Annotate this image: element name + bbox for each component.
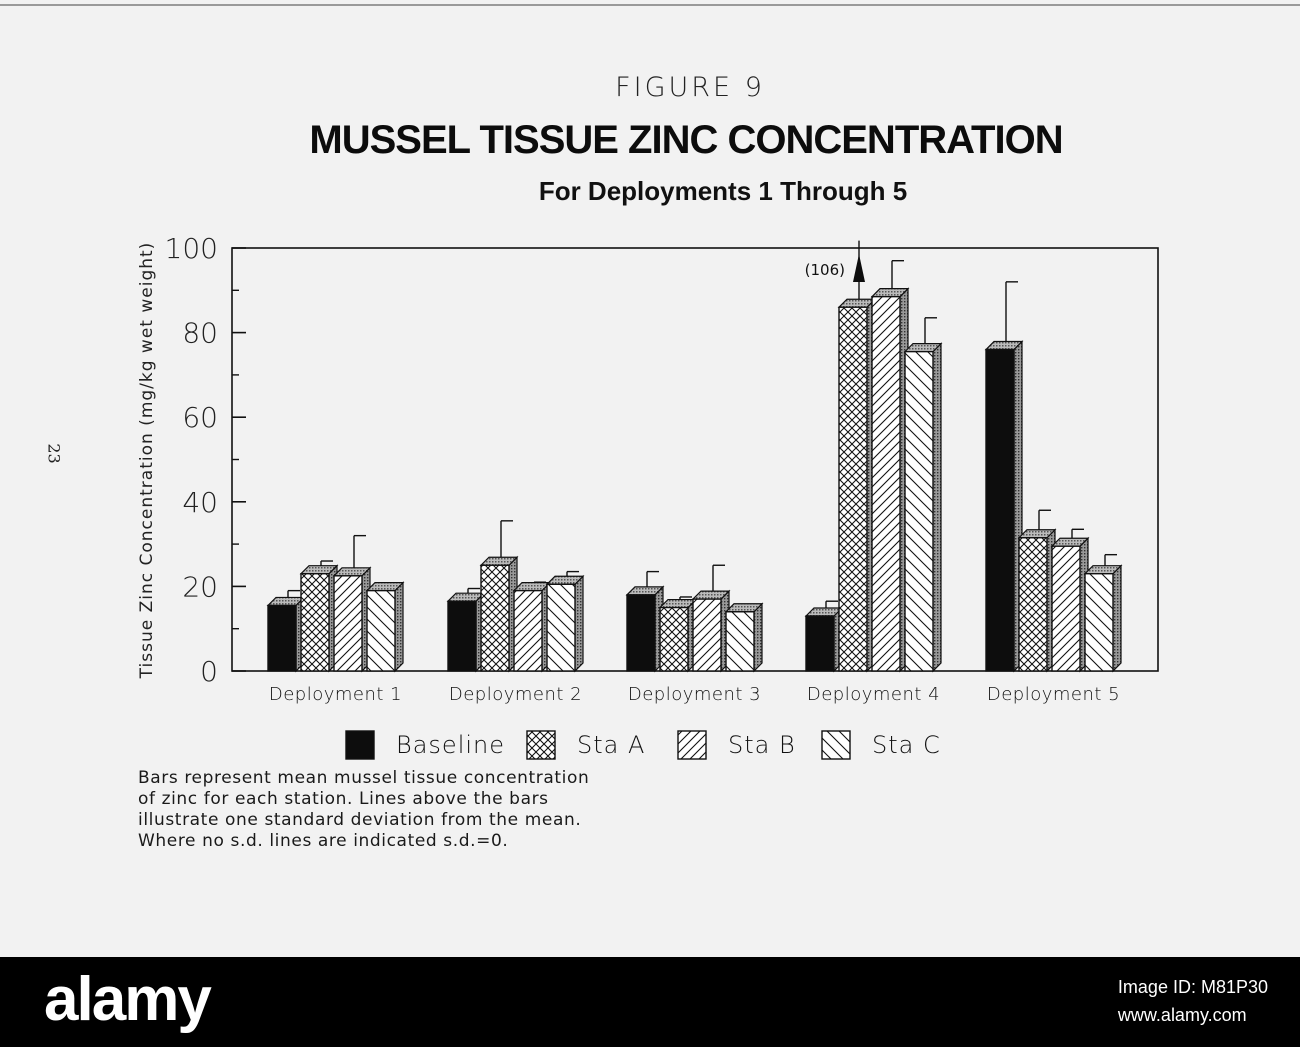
bar-sta-b	[691, 564, 731, 673]
bar-baseline	[984, 281, 1024, 673]
bar-side	[1112, 564, 1122, 673]
bar-front	[333, 575, 363, 672]
bar-front	[366, 589, 396, 672]
bar-front	[659, 606, 689, 672]
bar-front	[300, 573, 330, 672]
legend-item-sta-c: Sta C	[821, 730, 941, 760]
bar-front	[985, 348, 1015, 672]
x-category-label: Deployment 3	[628, 684, 761, 705]
caption-line: illustrate one standard deviation from t…	[138, 810, 582, 830]
bar-side	[753, 602, 763, 673]
legend-swatch	[345, 730, 375, 760]
image-id-block: Image ID: M81P30 www.alamy.com	[1118, 973, 1268, 1029]
y-tick-label: 100	[165, 232, 218, 265]
x-category-label: Deployment 1	[269, 684, 402, 705]
figure-label: FIGURE 9	[615, 72, 765, 103]
caption-line: Where no s.d. lines are indicated s.d.=0…	[138, 831, 509, 851]
bar-baseline	[804, 600, 844, 673]
bar-sta-a	[479, 520, 519, 673]
legend-item-baseline: Baseline	[345, 730, 505, 760]
bar-side	[932, 342, 942, 673]
legend-swatch	[677, 730, 707, 760]
bar-front	[725, 611, 755, 672]
page-top-rule	[0, 4, 1300, 6]
legend-label: Sta B	[728, 731, 796, 759]
bar-front	[626, 594, 656, 672]
bar-front	[805, 615, 835, 672]
caption-line: of zinc for each station. Lines above th…	[138, 789, 549, 809]
bar-front	[513, 589, 543, 672]
bar-baseline	[625, 570, 665, 673]
bar-sta-a	[1017, 509, 1057, 673]
caption-line: Bars represent mean mussel tissue concen…	[138, 768, 590, 788]
bar-front	[1084, 573, 1114, 672]
bar-front	[904, 350, 934, 672]
x-category-label: Deployment 5	[987, 684, 1120, 705]
chart-subtitle: For Deployments 1 Through 5	[538, 176, 908, 206]
y-tick-label: 60	[182, 401, 218, 434]
y-axis-label: Tissue Zinc Concentration (mg/kg wet wei…	[137, 242, 157, 680]
bar-baseline	[446, 587, 486, 673]
bar-sta-b	[870, 259, 910, 673]
bar-sta-b	[512, 581, 552, 673]
bar-front	[871, 295, 901, 672]
bar-sta-c	[365, 581, 405, 673]
y-tick-label: 0	[200, 655, 218, 688]
bar-sta-c	[903, 317, 943, 673]
bar-front	[1018, 537, 1048, 672]
image-id: Image ID: M81P30	[1117, 977, 1268, 997]
chart-title: MUSSEL TISSUE ZINC CONCENTRATION	[309, 118, 1063, 162]
y-tick-label: 80	[182, 317, 218, 350]
annotation-arrow	[853, 254, 865, 282]
bar-sta-c	[1083, 553, 1123, 673]
y-tick-label: 20	[182, 570, 218, 603]
legend-label: Sta C	[872, 731, 941, 759]
bar-front	[546, 583, 576, 672]
bar-sta-a	[658, 596, 698, 673]
bar-front	[447, 600, 477, 672]
legend-label: Sta A	[577, 731, 645, 759]
bar-front	[480, 564, 510, 672]
bar-side	[574, 574, 584, 673]
bar-sta-c	[724, 602, 764, 673]
x-category-label: Deployment 2	[449, 684, 582, 705]
bar-side	[394, 581, 404, 673]
bar-front	[267, 604, 297, 672]
bar-front	[1051, 545, 1081, 672]
chart-caption: Bars represent mean mussel tissue concen…	[138, 768, 589, 852]
legend-item-sta-b: Sta B	[677, 730, 796, 760]
legend-item-sta-a: Sta A	[526, 730, 645, 760]
bar-sta-b	[1050, 528, 1090, 673]
legend-swatch	[526, 730, 556, 760]
brand-logo: alamy	[44, 965, 212, 1034]
legend-label: Baseline	[396, 731, 505, 759]
bar-sta-a	[837, 240, 877, 673]
stock-watermark-bar: alamy Image ID: M81P30 www.alamy.com	[0, 957, 1300, 1047]
bar-sta-b	[332, 534, 372, 673]
bar-sta-c	[545, 570, 585, 673]
x-category-label: Deployment 4	[807, 684, 940, 705]
y-tick-label: 40	[182, 486, 218, 519]
bar-sta-a	[299, 560, 339, 673]
bar-baseline	[266, 589, 306, 673]
bar-front	[692, 598, 722, 672]
legend-swatch	[821, 730, 851, 760]
site-url: www.alamy.com	[1117, 1005, 1247, 1025]
annotation-label: (106)	[805, 261, 845, 279]
bar-front	[838, 306, 868, 672]
